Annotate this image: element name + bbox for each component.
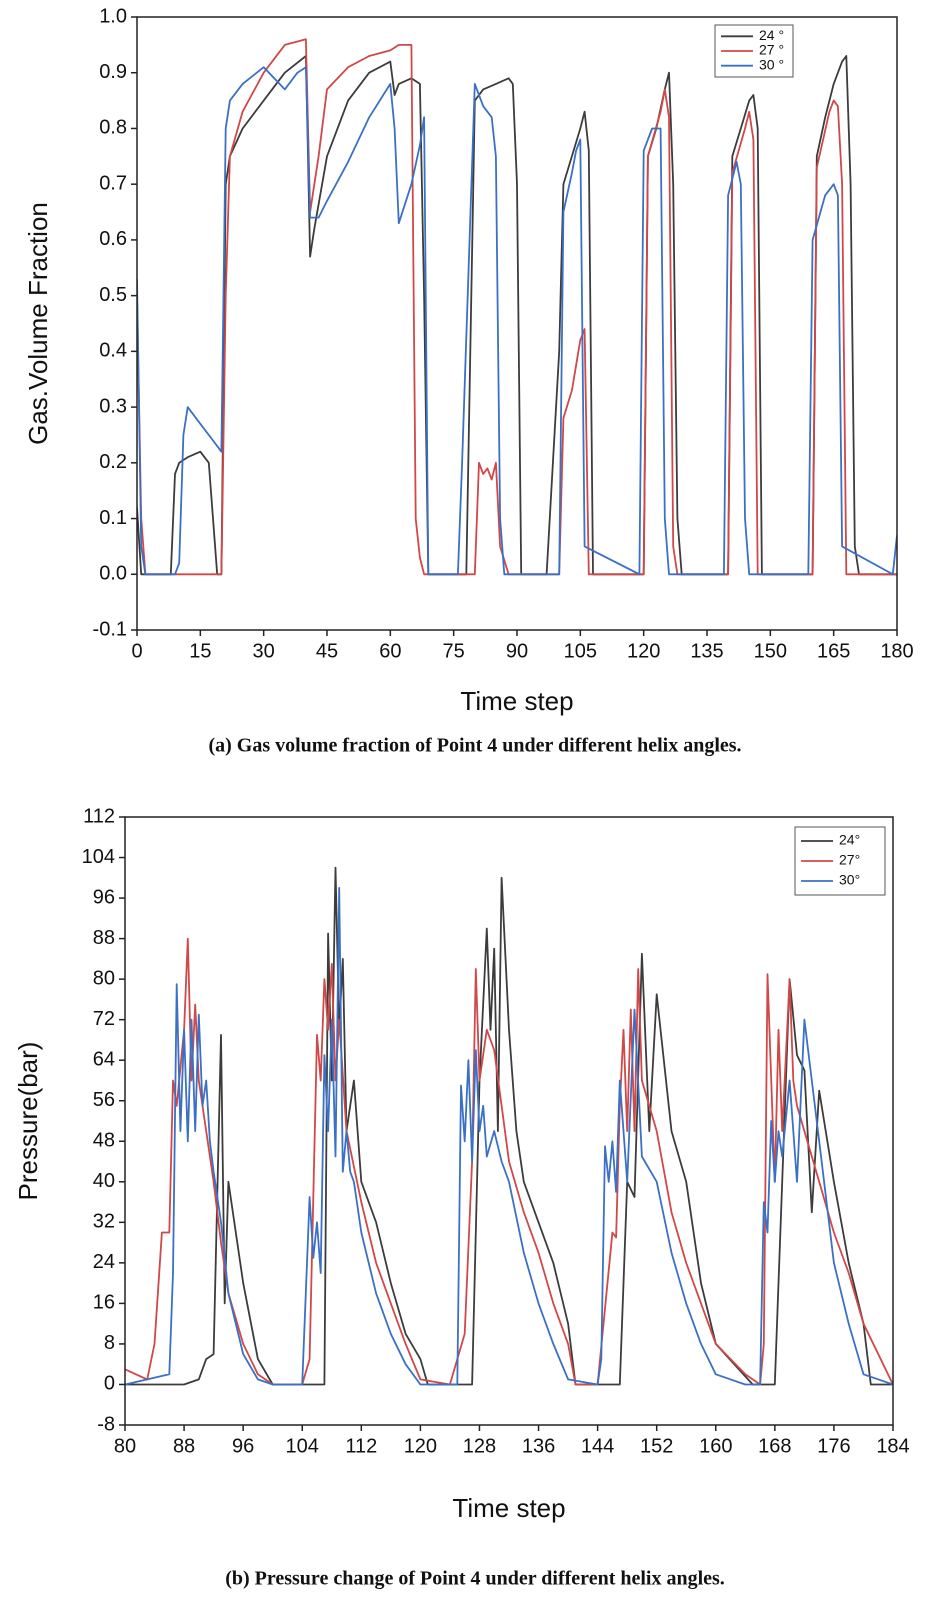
x-tick-label: 136 [522, 1435, 555, 1457]
x-tick-label: 128 [463, 1435, 496, 1457]
legend-label: 27 ° [759, 42, 784, 58]
x-axis-title: Time step [452, 1493, 565, 1523]
x-tick-label: 105 [564, 640, 597, 662]
legend-label: 27° [839, 852, 860, 868]
y-tick-label: 0.5 [99, 284, 127, 306]
y-tick-label: 96 [93, 886, 115, 908]
y-tick-label: 40 [93, 1170, 115, 1192]
legend-label: 30 ° [759, 56, 784, 72]
x-tick-label: 135 [690, 640, 723, 662]
series-line [137, 66, 897, 576]
plot-lines [125, 866, 893, 1386]
y-tick-label: 24 [93, 1251, 115, 1273]
y-tick-label: 112 [83, 805, 115, 827]
x-tick-label: 96 [232, 1435, 254, 1457]
x-tick-label: 176 [817, 1435, 850, 1457]
x-axis-title: Time step [460, 686, 573, 716]
y-tick-label: 8 [104, 1332, 115, 1354]
x-tick-label: 120 [627, 640, 660, 662]
x-tick-label: 168 [758, 1435, 791, 1457]
x-tick-label: 120 [404, 1435, 437, 1457]
series-line [137, 55, 897, 576]
x-tick-label: 75 [443, 640, 465, 662]
y-tick-label: 64 [93, 1048, 115, 1070]
caption: (a) Gas volume fraction of Point 4 under… [208, 735, 741, 757]
y-tick-label: 0.8 [99, 117, 127, 139]
y-axis-title: Pressure(bar) [13, 1042, 43, 1201]
y-tick-label: 104 [82, 846, 115, 868]
x-tick-label: 88 [173, 1435, 195, 1457]
x-tick-label: 80 [114, 1435, 136, 1457]
y-tick-label: 0.7 [99, 172, 127, 194]
y-tick-label: -8 [97, 1413, 115, 1435]
y-tick-label: 48 [93, 1130, 115, 1152]
x-tick-label: 112 [345, 1435, 377, 1457]
y-tick-label: 72 [93, 1008, 115, 1030]
y-tick-label: 0 [104, 1373, 115, 1395]
plot-lines [137, 38, 897, 576]
y-tick-label: 0.1 [99, 507, 127, 529]
plot-frame [124, 816, 894, 1426]
legend-label: 24° [839, 832, 860, 848]
y-tick-label: 56 [93, 1089, 115, 1111]
y-tick-label: 0.2 [99, 451, 127, 473]
x-tick-label: 160 [699, 1435, 732, 1457]
y-tick-label: 88 [93, 927, 115, 949]
y-tick-label: -0.1 [93, 618, 127, 640]
series-line [125, 887, 893, 1386]
series-line [125, 866, 893, 1386]
y-tick-label: 0.3 [99, 395, 127, 417]
x-tick-label: 180 [880, 640, 913, 662]
y-tick-label: 0.4 [99, 340, 127, 362]
x-tick-label: 15 [189, 640, 211, 662]
y-tick-label: 16 [93, 1292, 115, 1314]
x-tick-label: 165 [817, 640, 850, 662]
series-line [125, 937, 893, 1386]
x-tick-label: 144 [581, 1435, 614, 1457]
x-tick-label: 60 [379, 640, 401, 662]
y-tick-label: 32 [93, 1211, 115, 1233]
x-tick-label: 184 [876, 1435, 909, 1457]
caption: (b) Pressure change of Point 4 under dif… [225, 1568, 725, 1590]
y-tick-label: 0.6 [99, 228, 127, 250]
x-tick-label: 90 [506, 640, 528, 662]
x-tick-label: 0 [131, 640, 142, 662]
x-tick-label: 152 [640, 1435, 673, 1457]
x-tick-label: 150 [754, 640, 787, 662]
x-tick-label: 30 [253, 640, 275, 662]
y-tick-label: 1.0 [99, 5, 127, 27]
y-tick-label: 0.0 [99, 563, 127, 585]
y-axis-title: Gas.Volume Fraction [23, 202, 53, 445]
series-line [137, 38, 897, 576]
legend-label: 24 ° [759, 27, 784, 43]
x-tick-label: 104 [286, 1435, 319, 1457]
y-tick-label: 0.9 [99, 61, 127, 83]
legend-label: 30° [839, 872, 860, 888]
plot-frame [136, 16, 898, 631]
x-tick-label: 45 [316, 640, 338, 662]
y-tick-label: 80 [93, 967, 115, 989]
